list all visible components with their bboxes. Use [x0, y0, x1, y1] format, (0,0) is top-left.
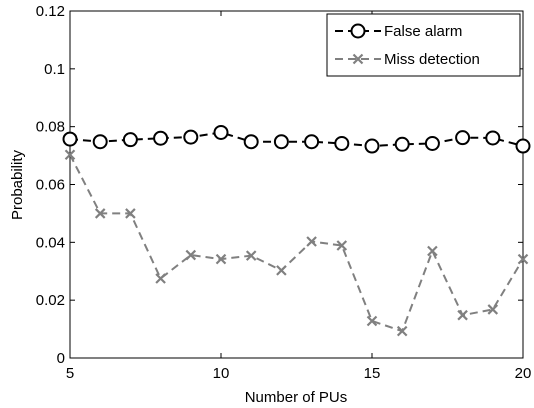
miss-detection-point — [396, 325, 408, 337]
y-tick-label: 0.12 — [36, 3, 65, 20]
false-alarm-point — [243, 134, 259, 150]
miss-detection-point — [245, 250, 257, 261]
series-lines — [69, 131, 524, 333]
false-alarm-point — [424, 135, 440, 151]
legend-label: False alarm — [384, 23, 462, 40]
false-alarm-point — [515, 138, 531, 154]
false-alarm-point — [394, 136, 410, 152]
miss-detection-point — [276, 265, 287, 276]
miss-detection-point — [366, 315, 378, 327]
miss-detection-point — [306, 236, 317, 247]
y-tick-label: 0.06 — [36, 177, 65, 194]
y-tick-label: 0 — [57, 350, 65, 367]
miss-detection-point — [64, 149, 76, 160]
x-tick-label: 15 — [364, 365, 381, 382]
miss-detection-point — [487, 304, 499, 315]
false-alarm-point — [92, 134, 108, 150]
miss-detection-point — [457, 309, 468, 321]
false-alarm-point — [304, 134, 320, 150]
false-alarm-point — [273, 134, 289, 150]
legend: False alarm Miss detection — [326, 13, 521, 77]
series-markers — [62, 124, 531, 337]
miss-detection-point — [427, 245, 438, 257]
miss-detection-point — [155, 273, 166, 284]
y-tick-label: 0.02 — [36, 292, 65, 309]
y-axis-label: Probability — [9, 149, 26, 220]
false-alarm-line — [69, 131, 524, 148]
false-alarm-point — [153, 130, 169, 146]
false-alarm-point — [485, 130, 501, 146]
false-alarm-point — [334, 135, 350, 151]
miss-detection-point — [517, 253, 529, 265]
miss-detection-point — [185, 249, 197, 261]
miss-detection-line — [69, 154, 524, 333]
legend-x-marker — [352, 53, 364, 65]
miss-detection-point — [215, 253, 227, 265]
y-tick-label: 0.08 — [36, 119, 65, 136]
false-alarm-point — [183, 129, 199, 145]
false-alarm-point — [122, 132, 138, 148]
y-tick-label: 0.1 — [44, 61, 65, 78]
x-tick-label: 20 — [515, 365, 532, 382]
false-alarm-point — [364, 138, 380, 154]
miss-detection-point — [94, 208, 106, 219]
x-tick-label: 5 — [66, 365, 74, 382]
miss-detection-point — [336, 240, 348, 251]
x-tick-labels: 5 10 15 20 — [66, 365, 532, 382]
legend-circle-marker — [350, 23, 366, 39]
y-tick-labels: 0 0.02 0.04 0.06 0.08 0.1 0.12 — [36, 3, 65, 367]
false-alarm-point — [62, 131, 78, 147]
false-alarm-point — [213, 124, 229, 140]
false-alarm-point — [455, 130, 471, 146]
x-tick-label: 10 — [213, 365, 230, 382]
legend-label: Miss detection — [384, 51, 480, 68]
axis-ticks — [69, 10, 524, 359]
y-tick-label: 0.04 — [36, 234, 65, 251]
x-axis-label: Number of PUs — [245, 389, 348, 406]
miss-detection-point — [125, 208, 136, 219]
